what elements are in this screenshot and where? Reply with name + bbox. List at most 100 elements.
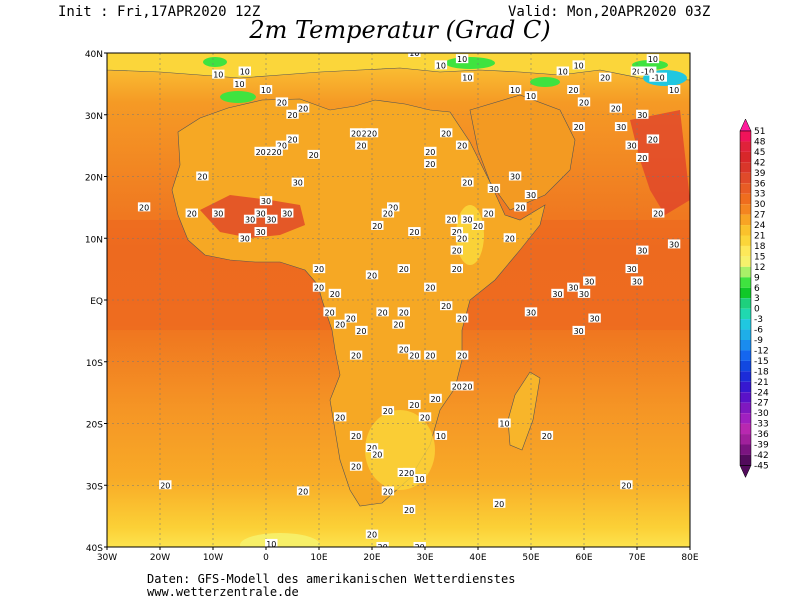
- map-area: 1010101020202020202020202020202030303030…: [107, 49, 690, 552]
- colorbar-segment: [740, 308, 751, 320]
- temp-label-box: [493, 498, 506, 508]
- temp-label-box: [440, 301, 453, 311]
- colorbar-segment: [740, 183, 751, 194]
- temp-label: 30: [579, 290, 589, 299]
- temp-label: 20: [425, 352, 435, 361]
- temp-label: 20: [441, 129, 451, 138]
- colorbar-level-label: -21: [754, 378, 769, 388]
- temp-label-box: [381, 486, 395, 496]
- temp-label: 20: [425, 148, 435, 157]
- lat-tick-label: 40N: [85, 50, 103, 60]
- temp-label: 20: [351, 432, 361, 441]
- colorbar-segment: [740, 434, 751, 445]
- temp-label-box: [349, 128, 363, 138]
- temp-label-box: [233, 78, 246, 88]
- colorbar-segment: [740, 444, 751, 455]
- temp-label-box: [413, 542, 426, 547]
- temp-label: 20: [378, 543, 388, 552]
- temp-label: 20: [367, 271, 377, 280]
- temp-label: 20: [383, 407, 393, 416]
- temp-label: 20: [314, 265, 324, 274]
- colorbar-segment: [740, 162, 751, 173]
- temp-label-box: [371, 220, 384, 230]
- temp-label: -10: [641, 68, 654, 77]
- colorbar-level-label: -39: [754, 441, 769, 451]
- temp-label-box: [614, 122, 628, 132]
- temp-label: 20: [542, 432, 552, 441]
- temp-label-box: [243, 214, 257, 224]
- temp-label: 20: [425, 284, 435, 293]
- temp-label-box: [365, 128, 379, 138]
- temp-label: 30: [526, 191, 536, 200]
- colorbar-level-label: 33: [754, 190, 765, 200]
- temp-label: 20: [314, 284, 324, 293]
- temp-label: 20: [452, 382, 462, 391]
- colorbar-segment: [740, 131, 751, 142]
- colorbar-level-label: 9: [754, 273, 760, 283]
- temp-label-box: [254, 208, 267, 218]
- lat-lon-grid: [107, 53, 690, 547]
- temp-label: 20: [277, 142, 287, 151]
- temp-label: 10: [558, 68, 568, 77]
- colorbar-level-label: -3: [754, 315, 763, 325]
- temp-label: 20: [653, 210, 663, 219]
- temp-label-box: [408, 399, 421, 409]
- temp-label-box: [349, 461, 363, 471]
- lat-tick-label: EQ: [90, 297, 103, 307]
- colorbar-segment: [740, 350, 751, 361]
- longitude-axis-labels: 30W 20W 10W 0 10E 20E 30E 40E 50E 60E 70E 80E: [97, 547, 699, 563]
- temp-label-box: [636, 109, 649, 119]
- temp-label: 10: [409, 49, 419, 58]
- temp-label-box: [455, 140, 469, 150]
- temp-label-box: [265, 538, 278, 547]
- temp-label-box: [408, 227, 421, 237]
- temp-label: 20: [452, 247, 462, 256]
- temp-label: 20: [431, 395, 441, 404]
- temp-label-box: [646, 54, 660, 64]
- temp-label-box: [312, 264, 326, 274]
- temp-label-box: [445, 214, 458, 224]
- colorbar-level-label: 39: [754, 169, 766, 179]
- temp-label-box: [434, 430, 448, 440]
- colorbar-level-label: 51: [754, 127, 765, 137]
- temp-label: 20: [600, 74, 610, 83]
- colorbar-level-label: 24: [754, 221, 766, 231]
- colorbar-level-label: -12: [754, 346, 769, 356]
- temp-label: 20: [287, 135, 297, 144]
- colorbar-level-label: 27: [754, 211, 765, 221]
- temp-label: 20: [420, 413, 430, 422]
- colorbar-level-label: -33: [754, 420, 769, 430]
- colorbar-segment: [740, 193, 751, 205]
- temp-label: 20: [335, 321, 345, 330]
- temp-label: 20: [505, 234, 515, 243]
- temp-label-box: [259, 85, 273, 95]
- temp-label: 30: [293, 179, 303, 188]
- temp-label-box: [434, 60, 448, 70]
- temp-label-box: [413, 474, 426, 484]
- temp-label-box: [487, 183, 501, 193]
- temp-label-box: [275, 140, 289, 150]
- temp-label: 10: [266, 540, 276, 549]
- colorbar-segment: [740, 402, 751, 414]
- valid-time: Valid: Mon,20APR2020 03Z: [508, 4, 711, 20]
- temp-label-box: [646, 134, 660, 144]
- temp-label: 20: [187, 210, 197, 219]
- temp-label: 30: [627, 142, 637, 151]
- temp-label-box: [625, 264, 638, 274]
- temp-label: 20: [356, 142, 366, 151]
- colorbar-segment: [740, 235, 751, 246]
- temp-label-box: [238, 233, 251, 243]
- colorbar-segment: [740, 172, 751, 184]
- temp-label: 30: [240, 234, 250, 243]
- lon-tick-label: 40E: [469, 553, 486, 563]
- colorbar-top-arrow: [739, 118, 752, 132]
- lon-tick-label: 10E: [310, 553, 327, 563]
- temp-label: 30: [616, 123, 626, 132]
- cold-spot-iberia: [203, 57, 227, 67]
- temp-label-box: [355, 140, 368, 150]
- colorbar-level-label: 21: [754, 232, 765, 242]
- colorbar-segment: [740, 413, 751, 424]
- temp-label-box: [508, 85, 522, 95]
- cold-spot-iran: [530, 77, 560, 87]
